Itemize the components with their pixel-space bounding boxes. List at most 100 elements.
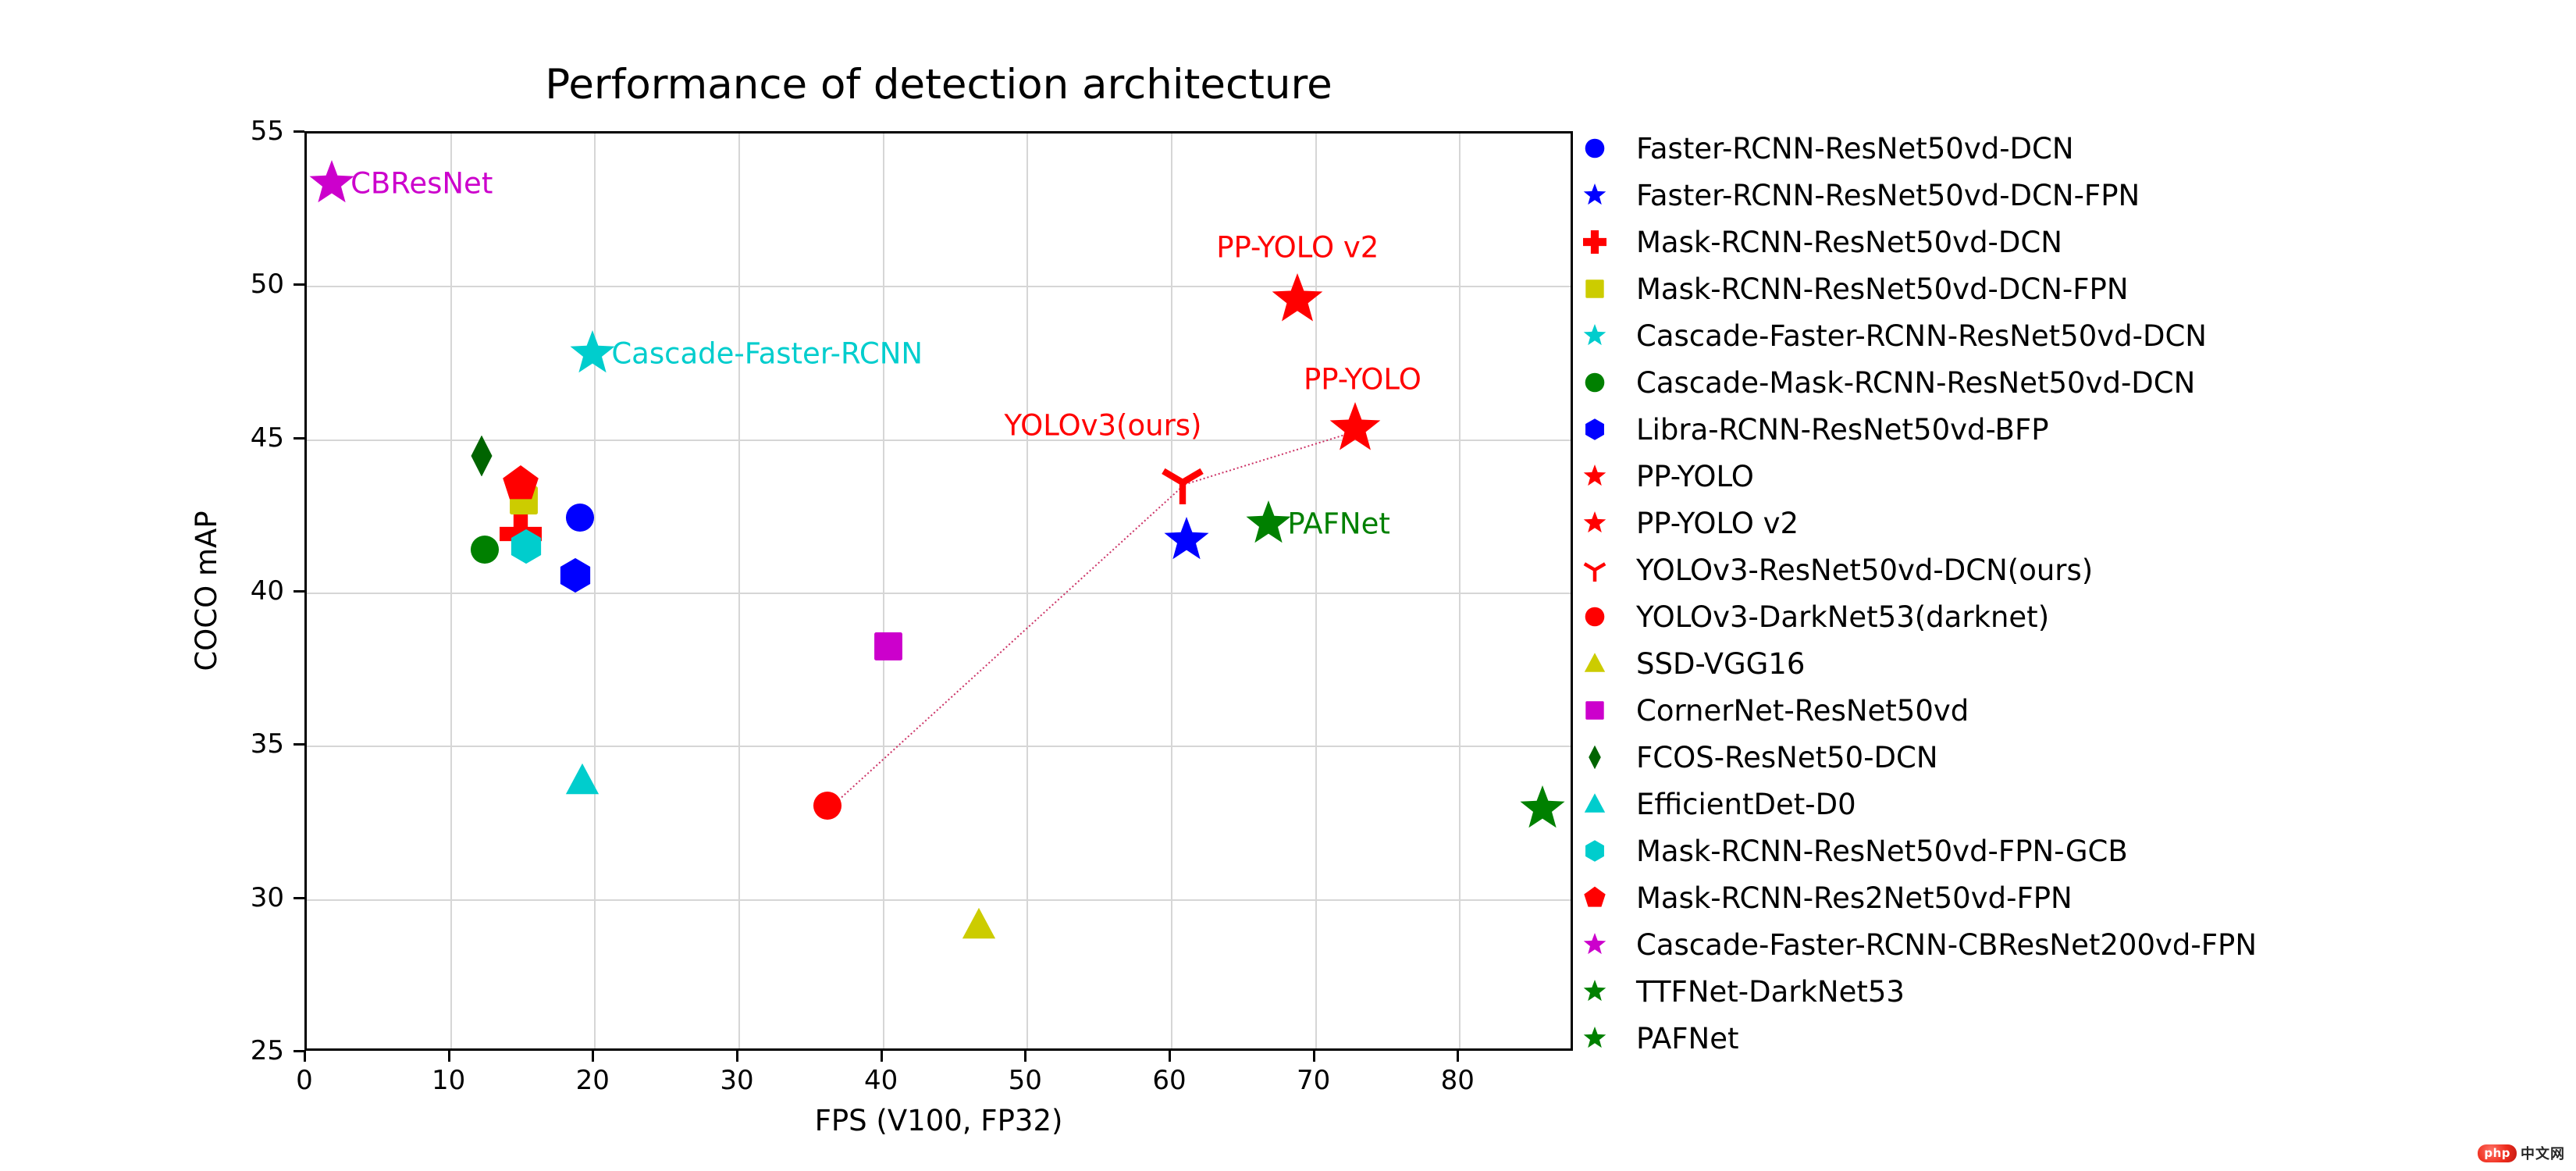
- legend-item-label: EfficientDet-D0: [1636, 787, 1856, 821]
- legend-marker-icon: [1571, 699, 1619, 722]
- plot-annotation: Cascade-Faster-RCNN: [575, 336, 923, 370]
- legend-item[interactable]: EfficientDet-D0: [1571, 781, 2468, 828]
- legend-item[interactable]: YOLOv3-ResNet50vd-DCN(ours): [1571, 546, 2468, 593]
- legend-item[interactable]: PP-YOLO v2: [1571, 500, 2468, 546]
- legend-item-label: Mask-RCNN-Res2Net50vd-FPN: [1636, 881, 2073, 915]
- legend-marker-icon: [1571, 839, 1619, 863]
- y-tick-mark: [294, 130, 304, 133]
- legend-item[interactable]: Cascade-Faster-RCNN-ResNet50vd-DCN: [1571, 312, 2468, 359]
- y-tick-label: 55: [250, 116, 284, 147]
- x-tick-mark: [1168, 1051, 1171, 1062]
- plot-annotation: YOLOv3(ours): [1004, 408, 1202, 443]
- gridline-horizontal: [307, 746, 1571, 748]
- legend-marker-icon: [1571, 792, 1619, 816]
- y-tick-label: 35: [250, 728, 284, 760]
- legend-marker-icon: [1571, 980, 1619, 1003]
- legend-item[interactable]: Cascade-Faster-RCNN-CBResNet200vd-FPN: [1571, 921, 2468, 968]
- plot-annotation: PP-YOLO v2: [1216, 230, 1379, 265]
- legend-item-label: Mask-RCNN-ResNet50vd-FPN-GCB: [1636, 834, 2128, 868]
- legend-item-label: Faster-RCNN-ResNet50vd-DCN: [1636, 131, 2074, 166]
- legend-item-label: Mask-RCNN-ResNet50vd-DCN: [1636, 225, 2062, 259]
- legend-item[interactable]: CornerNet-ResNet50vd: [1571, 687, 2468, 734]
- plot-annotation: CBResNet: [315, 166, 493, 200]
- legend-item-label: TTFNet-DarkNet53: [1636, 974, 1905, 1009]
- chart-title: Performance of detection architecture: [545, 61, 1332, 109]
- legend-marker-icon: [1571, 605, 1619, 628]
- x-tick-mark: [1457, 1051, 1460, 1062]
- annotation-label: Cascade-Faster-RCNN: [611, 336, 923, 371]
- legend-item[interactable]: Mask-RCNN-ResNet50vd-DCN-FPN: [1571, 265, 2468, 312]
- trend-line: [829, 429, 1358, 809]
- legend-marker-icon: [1571, 277, 1619, 301]
- data-point: [1161, 461, 1204, 504]
- data-point: [507, 528, 545, 565]
- data-point: [563, 500, 597, 535]
- x-tick-mark: [592, 1051, 595, 1062]
- y-tick-label: 40: [250, 575, 284, 607]
- gridline-vertical: [1170, 133, 1172, 1048]
- legend-item[interactable]: Cascade-Mask-RCNN-ResNet50vd-DCN: [1571, 359, 2468, 406]
- plot-annotation: PP-YOLO: [1303, 362, 1421, 397]
- legend-marker-icon: [1571, 511, 1619, 535]
- y-tick-mark: [294, 1050, 304, 1052]
- legend-marker-icon: [1571, 886, 1619, 909]
- legend-item-label: Faster-RCNN-ResNet50vd-DCN-FPN: [1636, 178, 2140, 212]
- x-tick-mark: [304, 1051, 306, 1062]
- legend-marker-icon: [1571, 183, 1619, 207]
- y-tick-mark: [294, 283, 304, 287]
- annotation-marker-icon: [1251, 507, 1284, 540]
- legend-item[interactable]: Faster-RCNN-ResNet50vd-DCN: [1571, 125, 2468, 172]
- annotation-label: CBResNet: [350, 166, 493, 201]
- watermark-text: 中文网: [2521, 1146, 2565, 1162]
- x-tick-label: 50: [1008, 1065, 1042, 1096]
- legend-item-label: FCOS-ResNet50-DCN: [1636, 740, 1938, 774]
- legend-item[interactable]: Libra-RCNN-ResNet50vd-BFP: [1571, 406, 2468, 453]
- x-tick-label: 40: [863, 1065, 898, 1096]
- annotation-label: PAFNet: [1287, 507, 1390, 541]
- legend-item[interactable]: FCOS-ResNet50-DCN: [1571, 734, 2468, 781]
- y-tick-label: 25: [250, 1035, 284, 1066]
- y-tick-label: 45: [250, 422, 284, 454]
- legend-item-label: PAFNet: [1636, 1021, 1739, 1055]
- legend-item[interactable]: SSD-VGG16: [1571, 640, 2468, 687]
- gridline-horizontal: [307, 899, 1571, 901]
- data-point: [810, 788, 845, 823]
- legend-marker-icon: [1571, 418, 1619, 441]
- legend-marker-icon: [1571, 652, 1619, 675]
- plot-annotation: PAFNet: [1251, 507, 1390, 540]
- legend-item-label: Mask-RCNN-ResNet50vd-DCN-FPN: [1636, 272, 2129, 306]
- legend-item[interactable]: YOLOv3-DarkNet53(darknet): [1571, 593, 2468, 640]
- legend-item-label: YOLOv3-ResNet50vd-DCN(ours): [1636, 553, 2094, 587]
- legend-item[interactable]: TTFNet-DarkNet53: [1571, 968, 2468, 1015]
- legend-item[interactable]: Mask-RCNN-ResNet50vd-DCN: [1571, 219, 2468, 265]
- legend-item-label: PP-YOLO v2: [1636, 506, 1799, 540]
- plot-area: [304, 131, 1573, 1051]
- gridline-horizontal: [307, 286, 1571, 288]
- legend-item[interactable]: PP-YOLO: [1571, 453, 2468, 500]
- y-tick-mark: [294, 590, 304, 593]
- legend-item[interactable]: Faster-RCNN-ResNet50vd-DCN-FPN: [1571, 172, 2468, 219]
- data-point: [461, 435, 502, 477]
- data-point: [870, 628, 906, 664]
- legend-item-label: CornerNet-ResNet50vd: [1636, 693, 1969, 728]
- gridline-horizontal: [307, 593, 1571, 594]
- x-tick-label: 70: [1296, 1065, 1331, 1096]
- y-tick-mark: [294, 436, 304, 440]
- legend-marker-icon: [1571, 324, 1619, 347]
- x-tick-label: 30: [720, 1065, 754, 1096]
- legend-item-label: Cascade-Faster-RCNN-ResNet50vd-DCN: [1636, 319, 2207, 353]
- legend-item[interactable]: Mask-RCNN-ResNet50vd-FPN-GCB: [1571, 828, 2468, 874]
- annotation-marker-icon: [575, 336, 608, 370]
- legend-marker-icon: [1571, 371, 1619, 394]
- x-tick-label: 60: [1152, 1065, 1187, 1096]
- y-tick-mark: [294, 743, 304, 746]
- gridline-vertical: [1459, 133, 1461, 1048]
- legend-item[interactable]: PAFNet: [1571, 1015, 2468, 1062]
- data-point: [468, 532, 502, 567]
- x-tick-mark: [447, 1051, 450, 1062]
- gridline-vertical: [1315, 133, 1317, 1048]
- data-point: [564, 762, 601, 799]
- legend-item[interactable]: Mask-RCNN-Res2Net50vd-FPN: [1571, 874, 2468, 921]
